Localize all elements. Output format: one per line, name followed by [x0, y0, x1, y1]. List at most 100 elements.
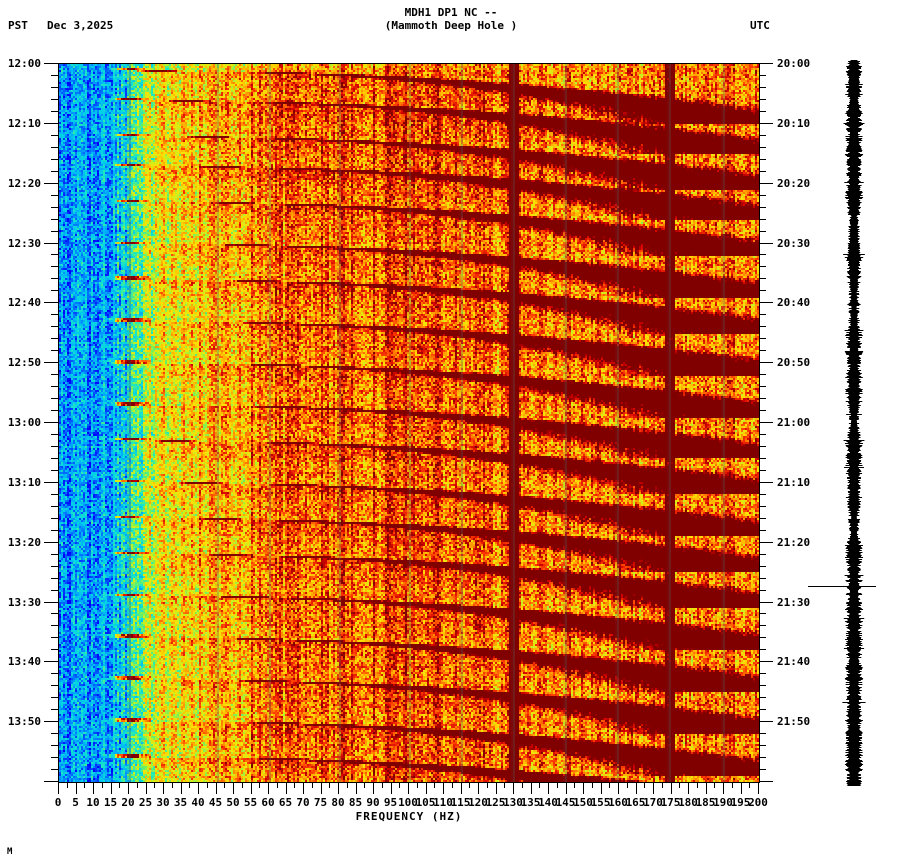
- frequency-label: 130: [503, 796, 523, 809]
- frequency-label: 15: [103, 796, 118, 809]
- time-tick: [51, 230, 58, 232]
- frequency-tick: [714, 782, 716, 788]
- time-tick: [759, 422, 773, 423]
- time-label-utc: 21:30: [777, 595, 811, 609]
- time-tick: [51, 577, 58, 579]
- time-tick: [51, 194, 58, 196]
- time-tick: [51, 649, 58, 651]
- frequency-label: 155: [590, 796, 611, 809]
- frequency-tick: [163, 782, 164, 794]
- time-tick: [51, 218, 58, 220]
- time-tick: [759, 338, 766, 340]
- time-tick: [759, 649, 766, 651]
- time-label-utc: 21:20: [777, 535, 811, 549]
- time-tick: [51, 733, 58, 735]
- frequency-tick: [609, 782, 611, 788]
- time-label-pst: 12:10: [7, 116, 41, 130]
- frequency-label: 135: [520, 796, 541, 809]
- time-tick: [759, 769, 766, 771]
- frequency-tick: [758, 782, 759, 794]
- time-tick: [759, 302, 773, 304]
- frequency-tick: [451, 782, 453, 788]
- time-tick: [759, 63, 773, 64]
- time-tick: [51, 433, 58, 435]
- frequency-tick: [539, 782, 541, 788]
- frequency-tick: [705, 782, 707, 794]
- time-tick: [51, 445, 58, 447]
- frequency-tick: [171, 782, 173, 788]
- time-tick: [44, 661, 58, 663]
- frequency-tick: [285, 782, 287, 794]
- time-tick: [759, 410, 766, 412]
- frequency-tick: [364, 782, 366, 788]
- spectrogram-plot[interactable]: [58, 63, 760, 783]
- frequency-tick: [626, 782, 628, 788]
- frequency-label: 140: [538, 796, 558, 809]
- time-label-utc: 20:30: [777, 236, 811, 250]
- time-tick: [759, 170, 766, 172]
- time-label-utc: 21:00: [777, 416, 811, 429]
- trace-time-marker: [808, 586, 876, 587]
- frequency-label: 0: [54, 796, 62, 809]
- frequency-label: 40: [191, 796, 205, 809]
- time-label-pst: 13:30: [7, 595, 41, 609]
- time-tick: [759, 625, 766, 627]
- page-title: MDH1 DP1 NC --: [404, 6, 498, 19]
- time-tick: [759, 110, 766, 112]
- time-tick: [759, 637, 766, 639]
- time-tick: [51, 254, 58, 256]
- frequency-tick: [355, 782, 357, 794]
- frequency-tick: [58, 782, 59, 794]
- time-tick: [51, 350, 58, 352]
- time-tick: [759, 242, 773, 244]
- time-label-pst: 12:20: [7, 176, 41, 190]
- frequency-label: 195: [730, 796, 751, 809]
- time-tick: [51, 745, 58, 747]
- time-tick: [759, 86, 766, 88]
- time-tick: [51, 326, 58, 328]
- time-tick: [51, 529, 58, 531]
- frequency-tick: [101, 782, 103, 788]
- corner-mark: M: [7, 847, 13, 857]
- time-label-utc: 20:10: [777, 116, 811, 130]
- time-tick: [51, 757, 58, 759]
- time-tick: [759, 517, 766, 519]
- time-tick: [51, 146, 58, 148]
- time-tick: [759, 601, 773, 603]
- frequency-tick: [425, 782, 427, 794]
- frequency-label: 125: [485, 796, 506, 809]
- frequency-tick: [486, 782, 488, 788]
- time-tick: [51, 134, 58, 136]
- frequency-label: 20: [121, 796, 135, 809]
- frequency-tick: [723, 782, 724, 794]
- frequency-tick: [189, 782, 191, 788]
- time-tick: [759, 733, 766, 735]
- frequency-label: 55: [243, 796, 258, 809]
- time-tick: [759, 134, 766, 136]
- time-tick: [44, 362, 58, 364]
- time-tick: [44, 541, 58, 543]
- time-tick: [44, 122, 58, 124]
- frequency-tick: [469, 782, 471, 788]
- frequency-label: 175: [660, 796, 681, 809]
- time-tick: [759, 781, 773, 782]
- time-tick: [51, 374, 58, 376]
- time-tick: [759, 398, 766, 400]
- time-tick: [759, 230, 766, 232]
- time-tick: [759, 386, 766, 388]
- frequency-label: 180: [678, 796, 698, 809]
- time-tick: [44, 63, 58, 64]
- frequency-label: 70: [296, 796, 310, 809]
- time-tick: [51, 158, 58, 160]
- time-tick: [759, 194, 766, 196]
- frequency-tick: [329, 782, 331, 788]
- frequency-label: 35: [173, 796, 188, 809]
- frequency-tick: [206, 782, 208, 788]
- frequency-label: 5: [72, 796, 79, 809]
- time-label-utc: 20:20: [777, 176, 811, 190]
- frequency-label: 100: [398, 796, 418, 809]
- frequency-tick: [215, 782, 217, 794]
- time-tick: [759, 661, 773, 663]
- time-tick: [759, 122, 773, 124]
- frequency-tick: [303, 782, 304, 794]
